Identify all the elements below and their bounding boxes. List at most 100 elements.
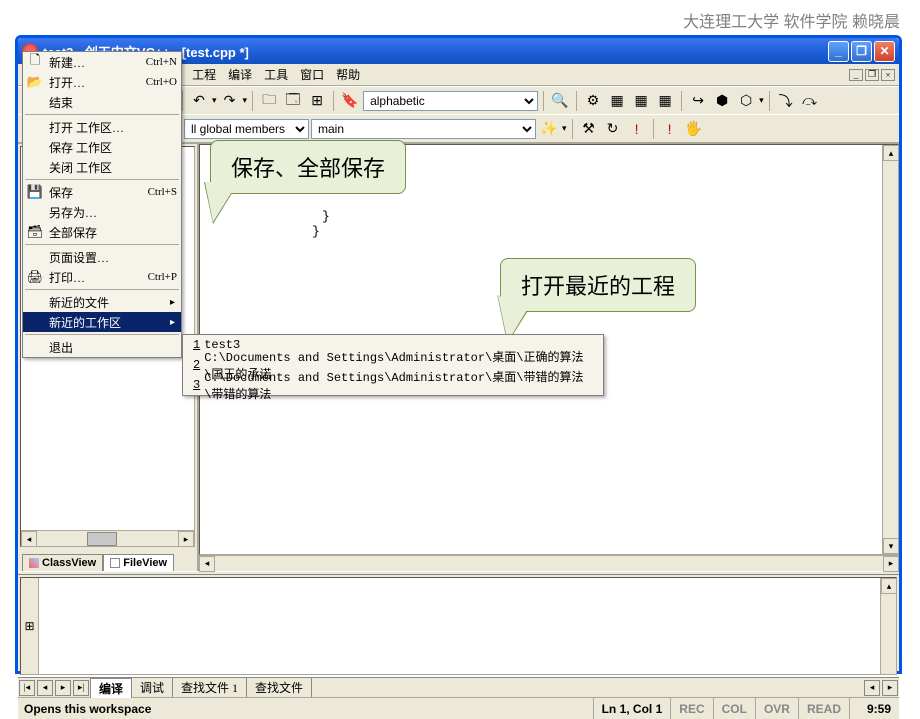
status-ovr: OVR [755,698,798,719]
editor-hscroll[interactable]: ◂ ▸ [199,555,899,571]
menu-item-open[interactable]: 📂 打开… Ctrl+O [23,72,181,92]
build-icon[interactable]: ▦ [606,90,628,112]
out-hscroll-left[interactable]: ◂ [864,680,880,696]
tab-fileview[interactable]: FileView [103,554,174,571]
compile-icon[interactable]: ⚙ [582,90,604,112]
file-menu-dropdown: 🗋 新建… Ctrl+N 📂 打开… Ctrl+O 结束 打开 工作区… 保存 … [22,51,182,358]
menu-label: 页面设置… [49,249,177,266]
scroll-right-button[interactable]: ▸ [178,531,194,547]
hammer-icon[interactable]: ⚒ [578,118,600,140]
menu-label: 保存 [49,184,148,201]
menu-label: 退出 [49,339,177,356]
menu-shortcut: Ctrl+O [146,76,177,88]
doc-close-button[interactable]: × [881,69,895,81]
submenu-num: 2 [193,358,200,372]
undo-button[interactable]: ↶ [188,90,210,112]
hscroll-left-button[interactable]: ◂ [199,556,215,572]
menu-help[interactable]: 帮助 [330,64,366,85]
out-scroll-up[interactable]: ▴ [881,578,897,594]
menu-build[interactable]: 编译 [222,64,258,85]
menu-label: 新近的文件 [49,294,177,311]
insert-breakpoint-icon[interactable]: ⬢ [711,90,733,112]
members-select[interactable]: ll global members [184,119,309,139]
output-icon[interactable]: 🗔 [282,90,304,112]
member-select[interactable]: alphabetic [363,91,538,111]
resource-icon[interactable]: 🔖 [339,90,361,112]
classview-icon [29,558,39,568]
close-button[interactable]: ✕ [874,41,895,62]
out-nav-next[interactable]: ▸ [55,680,71,696]
go-icon[interactable]: ↪ [687,90,709,112]
menu-shortcut: Ctrl+S [148,186,177,198]
code-line: } [322,209,882,224]
redo-button[interactable]: ↷ [219,90,241,112]
minimize-button[interactable]: _ [828,41,849,62]
tab-classview-label: ClassView [42,557,96,569]
scroll-thumb[interactable] [87,532,117,546]
menu-item-open-workspace[interactable]: 打开 工作区… [23,117,181,137]
out-nav-last[interactable]: ▸| [73,680,89,696]
menu-item-page-setup[interactable]: 页面设置… [23,247,181,267]
tab-find2[interactable]: 查找文件 [247,678,312,697]
debug-icon[interactable]: 🖐 [683,118,705,140]
out-nav-prev[interactable]: ◂ [37,680,53,696]
function-select[interactable]: main [311,119,536,139]
menu-tools[interactable]: 工具 [258,64,294,85]
status-position: Ln 1, Col 1 [593,698,671,719]
output-panel: ⊞ ▴ [20,577,897,675]
menu-item-new[interactable]: 🗋 新建… Ctrl+N [23,52,181,72]
tab-classview[interactable]: ClassView [22,554,103,571]
menu-item-close-workspace[interactable]: 关闭 工作区 [23,157,181,177]
menu-window[interactable]: 窗口 [294,64,330,85]
recent-workspaces-submenu: 1 test3 2 C:\Documents and Settings\Admi… [182,334,604,396]
find-button[interactable]: 🔍 [549,90,571,112]
wizard-icon[interactable]: ✨ [538,118,560,140]
menu-item-saveas[interactable]: 另存为… [23,202,181,222]
stop-icon[interactable]: ! [626,118,648,140]
menu-item-save[interactable]: 💾 保存 Ctrl+S [23,182,181,202]
menu-project[interactable]: 工程 [186,64,222,85]
menu-item-end[interactable]: 结束 [23,92,181,112]
print-icon: 🖨 [25,268,45,286]
menu-item-print[interactable]: 🖨 打印… Ctrl+P [23,267,181,287]
scroll-down-button[interactable]: ▾ [883,538,899,554]
menu-item-exit[interactable]: 退出 [23,337,181,357]
window-list-icon[interactable]: ⊞ [306,90,328,112]
status-rec: REC [670,698,712,719]
rebuild-icon[interactable]: ↻ [602,118,624,140]
output-tabs: |◂ ◂ ▸ ▸| 编译 调试 查找文件 1 查找文件 ◂ ▸ [18,677,899,697]
tab-compile[interactable]: 编译 [90,678,132,698]
save-icon: 💾 [25,183,45,201]
tab-debug[interactable]: 调试 [132,678,173,697]
scroll-left-button[interactable]: ◂ [21,531,37,547]
menu-item-saveall[interactable]: 🗃 全部保存 [23,222,181,242]
submenu-item[interactable]: 3 C:\Documents and Settings\Administrato… [183,375,603,395]
menu-label: 全部保存 [49,224,177,241]
run-icon[interactable]: ! [659,118,681,140]
maximize-button[interactable]: ❐ [851,41,872,62]
remove-breakpoint-icon[interactable]: ⬡ [735,90,757,112]
new-file-icon: 🗋 [25,53,45,71]
tab-find1[interactable]: 查找文件 1 [173,678,247,697]
stop-build-icon[interactable]: ▦ [630,90,652,112]
out-nav-first[interactable]: |◂ [19,680,35,696]
out-hscroll-right[interactable]: ▸ [882,680,898,696]
scroll-up-button[interactable]: ▴ [883,145,899,161]
execute-icon[interactable]: ▦ [654,90,676,112]
workspace-icon[interactable]: 🗀 [258,90,280,112]
doc-minimize-button[interactable]: _ [849,69,863,81]
output-text[interactable] [39,578,880,674]
doc-restore-button[interactable]: ❐ [865,69,879,81]
menu-item-recent-workspaces[interactable]: 新近的工作区 ▸ [23,312,181,332]
fileview-icon [110,558,120,568]
menu-label: 打开 工作区… [49,119,177,136]
submenu-arrow-icon: ▸ [170,297,175,308]
step-into-icon[interactable]: ⤵ [775,90,797,112]
menu-item-recent-files[interactable]: 新近的文件 ▸ [23,292,181,312]
step-over-icon[interactable]: ⤼ [799,90,821,112]
hscroll-right-button[interactable]: ▸ [883,556,899,572]
menu-item-save-workspace[interactable]: 保存 工作区 [23,137,181,157]
submenu-label: C:\Documents and Settings\Administrator\… [204,368,593,402]
saveall-icon: 🗃 [25,223,45,241]
splitter[interactable] [18,571,899,575]
